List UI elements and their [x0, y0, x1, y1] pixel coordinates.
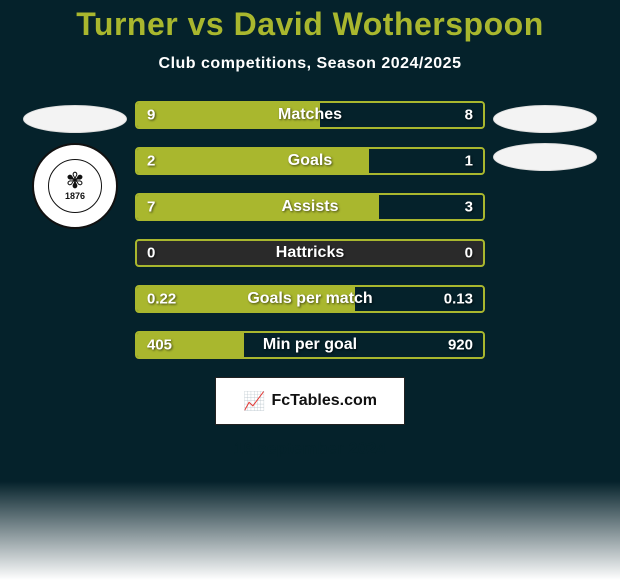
chart-icon: 📈	[243, 391, 265, 412]
stat-bars: 9 8 Matches 2 1 Goals 7 3 Assists 0 0 Hattricks 0.22…	[135, 101, 485, 359]
left-club-badge: ✾ 1876	[32, 143, 118, 229]
page-title: Turner vs David Wotherspoon	[0, 6, 620, 43]
stat-value-left: 0	[147, 245, 155, 262]
stat-label: Min per goal	[263, 336, 357, 354]
club-year: 1876	[65, 192, 85, 202]
stat-bar-min_per_goal: 405 920 Min per goal	[135, 331, 485, 359]
comparison-area: ✾ 1876 9 8 Matches 2 1 Goals 7 3 Assists 0 0 Hattri…	[0, 101, 620, 359]
stat-label: Goals per match	[247, 290, 372, 308]
stat-value-right: 8	[465, 107, 473, 124]
stat-label: Matches	[278, 106, 342, 124]
stat-value-left: 405	[147, 337, 172, 354]
stat-label: Goals	[288, 152, 332, 170]
bar-fill-left	[137, 195, 379, 219]
stat-value-right: 0	[465, 245, 473, 262]
right-player-headshot	[493, 105, 597, 133]
left-player-headshot	[23, 105, 127, 133]
brand-label: FcTables.com	[271, 392, 377, 410]
club-badge-inner: ✾ 1876	[48, 159, 102, 213]
stat-bar-hattricks: 0 0 Hattricks	[135, 239, 485, 267]
stat-label: Assists	[282, 198, 339, 216]
stat-value-left: 7	[147, 199, 155, 216]
stat-value-right: 1	[465, 153, 473, 170]
footer-date: 16 september 2024	[0, 439, 620, 459]
stat-value-right: 920	[448, 337, 473, 354]
stat-value-left: 2	[147, 153, 155, 170]
stat-value-right: 3	[465, 199, 473, 216]
left-player-column: ✾ 1876	[15, 101, 135, 229]
bar-fill-right	[320, 103, 483, 127]
stat-bar-goals_per_match: 0.22 0.13 Goals per match	[135, 285, 485, 313]
stat-bar-goals: 2 1 Goals	[135, 147, 485, 175]
stat-value-right: 0.13	[444, 291, 473, 308]
stat-value-left: 9	[147, 107, 155, 124]
page-subtitle: Club competitions, Season 2024/2025	[0, 55, 620, 73]
stat-bar-matches: 9 8 Matches	[135, 101, 485, 129]
thistle-icon: ✾	[66, 170, 84, 192]
bar-fill-left	[137, 149, 369, 173]
stat-label: Hattricks	[276, 244, 344, 262]
stat-bar-assists: 7 3 Assists	[135, 193, 485, 221]
comparison-card: Turner vs David Wotherspoon Club competi…	[0, 0, 620, 580]
right-player-column	[485, 101, 605, 171]
right-club-badge	[493, 143, 597, 171]
stat-value-left: 0.22	[147, 291, 176, 308]
branding-badge: 📈 FcTables.com	[215, 377, 405, 425]
